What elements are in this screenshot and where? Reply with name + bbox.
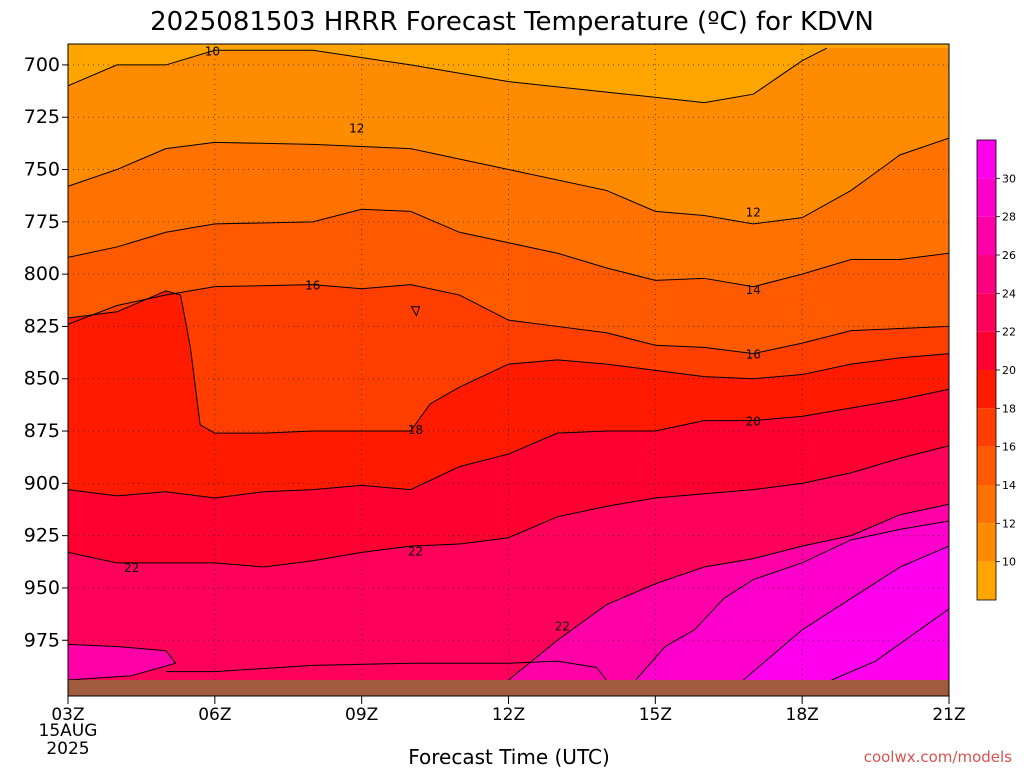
colorbar-label-26: 26 <box>1002 249 1016 262</box>
band-pocket-24-left <box>68 644 176 680</box>
colorbar-label-28: 28 <box>1002 211 1016 224</box>
contour-label-16: 16 <box>305 279 320 293</box>
colorbar: 10 12 14 16 18 20 22 24 26 28 30 <box>976 139 1016 601</box>
contour-line-16-5 <box>68 284 949 355</box>
x-tick-label-18Z: 18Z <box>786 705 819 725</box>
y-tick-label-800: 800 <box>24 263 60 285</box>
contour-line-12-1 <box>68 137 949 225</box>
colorbar-swatch-8 <box>977 255 996 294</box>
contour-line-24-12 <box>508 503 949 681</box>
source-credit[interactable]: coolwx.com/models <box>864 748 1012 766</box>
contour-lines: 10 12 12 14 16 16 18 20 22 22 22 <box>68 44 949 681</box>
chart-title: 2025081503 HRRR Forecast Temperature (ºC… <box>150 7 874 37</box>
colorbar-label-12: 12 <box>1002 517 1016 530</box>
y-tick-label-875: 875 <box>24 420 60 442</box>
colorbar-swatch-0 <box>977 561 996 600</box>
contour-closed-18 <box>410 306 421 317</box>
x-tick-label-12Z: 12Z <box>492 705 525 725</box>
colorbar-swatch-3 <box>977 446 996 485</box>
contour-label-22: 22 <box>124 561 139 575</box>
x-tick-label-06Z: 06Z <box>198 705 231 725</box>
ground-strip <box>68 680 949 696</box>
x-tick-label-21Z: 21Z <box>932 705 965 725</box>
y-tick-label-900: 900 <box>24 472 60 494</box>
y-axis: 700 725 750 775 800 825 850 875 900 925 950 975 <box>24 54 68 651</box>
contour-line-10-0 <box>68 47 827 104</box>
colorbar-label-16: 16 <box>1002 441 1016 454</box>
x-axis: 03Z 06Z 09Z 12Z 15Z 18Z 21Z <box>51 696 966 725</box>
contour-line-28-14 <box>743 545 949 681</box>
x-axis-date-day: 15AUG <box>39 721 98 741</box>
contour-label-14: 14 <box>746 283 761 297</box>
colorbar-label-22: 22 <box>1002 326 1016 339</box>
colorbar-swatch-6 <box>977 331 996 370</box>
contour-line-22-8 <box>68 445 949 568</box>
contour-label-12: 12 <box>349 122 364 136</box>
contour-line-20-7 <box>68 388 949 499</box>
y-tick-label-975: 975 <box>24 629 60 651</box>
colorbar-label-10: 10 <box>1002 556 1016 569</box>
colorbar-swatch-4 <box>977 408 996 447</box>
y-tick-label-700: 700 <box>24 54 60 76</box>
y-tick-label-825: 825 <box>24 315 60 337</box>
colorbar-label-14: 14 <box>1002 479 1016 492</box>
x-axis-label: Forecast Time (UTC) <box>408 745 610 768</box>
x-tick-label-09Z: 09Z <box>345 705 378 725</box>
y-tick-label-750: 750 <box>24 159 60 181</box>
contour-label-20: 20 <box>746 415 761 429</box>
colorbar-label-20: 20 <box>1002 364 1016 377</box>
colorbar-swatch-11 <box>977 140 996 179</box>
contour-label-22: 22 <box>408 544 423 558</box>
colorbar-swatch-2 <box>977 485 996 524</box>
y-tick-label-775: 775 <box>24 211 60 233</box>
contour-label-10: 10 <box>205 44 220 58</box>
contour-line-18-6 <box>68 290 949 434</box>
colorbar-label-24: 24 <box>1002 287 1016 300</box>
contour-line-22-10 <box>165 660 607 681</box>
contour-label-18: 18 <box>408 423 423 437</box>
x-tick-label-15Z: 15Z <box>639 705 672 725</box>
contour-line-24-11 <box>68 643 177 681</box>
contour-line-26-13 <box>635 520 949 681</box>
colorbar-swatch-5 <box>977 370 996 409</box>
y-tick-label-950: 950 <box>24 577 60 599</box>
contour-line-30-15 <box>831 608 949 681</box>
band-pocket-30 <box>831 608 949 680</box>
x-tick-label-03Z: 03Z <box>51 705 84 725</box>
colorbar-label-18: 18 <box>1002 402 1016 415</box>
y-tick-label-850: 850 <box>24 368 60 390</box>
contour-label-12: 12 <box>746 205 761 219</box>
y-tick-label-925: 925 <box>24 525 60 547</box>
y-tick-label-725: 725 <box>24 106 60 128</box>
colorbar-swatch-1 <box>977 523 996 562</box>
colorbar-label-30: 30 <box>1002 172 1016 185</box>
x-axis-date-year: 2025 <box>46 739 89 759</box>
colorbar-swatch-9 <box>977 216 996 255</box>
colorbar-swatch-7 <box>977 293 996 332</box>
contour-line-14-3 <box>68 208 949 288</box>
contour-label-22: 22 <box>555 620 570 634</box>
colorbar-swatch-10 <box>977 178 996 217</box>
contour-label-16: 16 <box>746 348 761 362</box>
ground-surface <box>68 680 949 696</box>
